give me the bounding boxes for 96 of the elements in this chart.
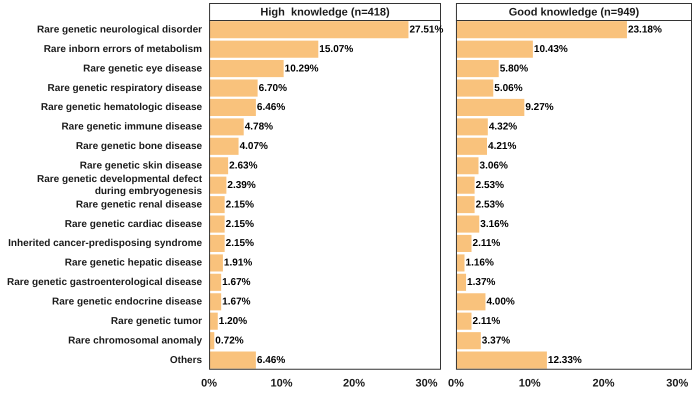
bar	[209, 254, 223, 272]
bar	[209, 79, 258, 97]
data-label: 5.80%	[500, 63, 528, 74]
bar	[209, 21, 408, 38]
bar	[209, 216, 225, 233]
bar	[209, 234, 225, 252]
bar	[209, 118, 244, 136]
y-tick-label: Rare genetic respiratory disease	[48, 82, 202, 94]
data-label: 6.70%	[258, 82, 288, 94]
bar	[209, 312, 218, 330]
bar	[209, 40, 318, 58]
data-label: 6.46%	[256, 354, 286, 366]
y-tick-label: Rare genetic tumor	[110, 316, 202, 327]
chart-title: High knowledge (n=418)	[260, 6, 390, 19]
data-label: 2.39%	[227, 180, 256, 191]
y-tick-label: Rare genetic bone disease	[76, 141, 202, 152]
y-tick-label: Rare genetic neurological disorder	[37, 24, 202, 36]
data-label: 1.67%	[222, 296, 251, 308]
data-label: 2.11%	[472, 316, 500, 327]
data-label: 10.43%	[534, 44, 568, 55]
data-label: 4.00%	[486, 296, 515, 308]
data-label: 1.67%	[222, 277, 251, 288]
data-label: 12.33%	[548, 354, 582, 366]
data-label: 2.15%	[226, 199, 254, 210]
data-label: 5.06%	[494, 82, 523, 94]
x-tick-label: 20%	[592, 377, 615, 390]
data-label: 0.72%	[215, 335, 244, 346]
bar	[456, 293, 486, 310]
x-tick-label: 0%	[201, 377, 218, 390]
y-tick-label: Rare genetic immune disease	[61, 122, 202, 133]
y-tick-label: Rare chromosomal anomaly	[68, 335, 203, 346]
data-label: 4.78%	[244, 122, 274, 133]
data-label: 3.06%	[480, 160, 508, 172]
bar	[456, 216, 480, 233]
bar	[456, 196, 475, 214]
data-label: 6.46%	[256, 102, 286, 114]
data-label: 2.15%	[226, 238, 254, 250]
bar	[209, 352, 256, 369]
bar	[456, 234, 472, 252]
bar	[456, 79, 494, 97]
y-tick-label: Rare genetic hepatic disease	[64, 258, 202, 269]
bar	[209, 98, 256, 116]
x-tick-label: 30%	[415, 377, 438, 390]
data-label: 3.37%	[482, 335, 510, 346]
bar	[456, 21, 627, 38]
x-tick-label: 10%	[518, 377, 541, 390]
bar	[456, 60, 499, 78]
data-label: 1.37%	[467, 277, 496, 288]
data-label: 4.32%	[488, 122, 518, 133]
data-label: 2.53%	[476, 180, 504, 191]
data-label: 1.91%	[224, 258, 252, 269]
y-tick-label: Rare genetic renal disease	[76, 199, 202, 210]
y-tick-label: Others	[170, 354, 203, 366]
y-tick-label: Rare genetic cardiac disease	[64, 218, 202, 230]
bar	[456, 118, 488, 136]
y-tick-label: Rare genetic eye disease	[83, 63, 203, 74]
y-tick-label: Rare inborn errors of metabolism	[44, 44, 202, 55]
bar	[209, 196, 225, 214]
bar	[456, 176, 475, 194]
data-label: 4.07%	[240, 141, 268, 152]
data-label: 15.07%	[319, 44, 354, 55]
y-tick-label: Inherited cancer-predisposing syndrome	[8, 238, 203, 250]
data-label: 2.53%	[476, 199, 504, 210]
bar	[209, 138, 239, 155]
data-label: 9.27%	[525, 102, 554, 114]
bar	[209, 293, 222, 310]
bar	[456, 352, 547, 369]
bar	[456, 157, 479, 174]
data-label: 3.16%	[480, 218, 509, 230]
data-label: 1.16%	[466, 258, 494, 269]
data-label: 10.29%	[284, 63, 319, 74]
bar	[209, 157, 228, 174]
bar	[456, 40, 533, 58]
y-tick-label: Rare genetic endocrine disease	[52, 296, 202, 308]
data-label: 23.18%	[628, 24, 662, 36]
data-label: 4.21%	[488, 141, 516, 152]
bar	[456, 138, 488, 155]
x-tick-label: 20%	[343, 377, 366, 390]
bar	[456, 312, 472, 330]
bar	[209, 176, 226, 194]
x-tick-label: 0%	[448, 377, 464, 390]
y-tick-label: Rare genetic developmental defect during embryogenesis	[37, 174, 203, 197]
bar	[209, 274, 222, 291]
data-label: 2.15%	[226, 218, 254, 230]
data-label: 2.63%	[229, 160, 258, 172]
y-tick-label: Rare genetic hematologic disease	[40, 102, 203, 114]
x-tick-label: 30%	[666, 377, 688, 390]
bar	[209, 60, 284, 78]
data-label: 1.20%	[218, 316, 248, 327]
data-label: 2.11%	[472, 238, 500, 250]
y-tick-label: Rare genetic skin disease	[80, 160, 202, 172]
y-tick-label: Rare genetic gastroenterological disease	[6, 277, 203, 288]
bar	[456, 332, 481, 350]
bar	[456, 98, 524, 116]
x-tick-label: 10%	[270, 377, 293, 390]
chart-title: Good knowledge (n=949)	[508, 6, 640, 19]
